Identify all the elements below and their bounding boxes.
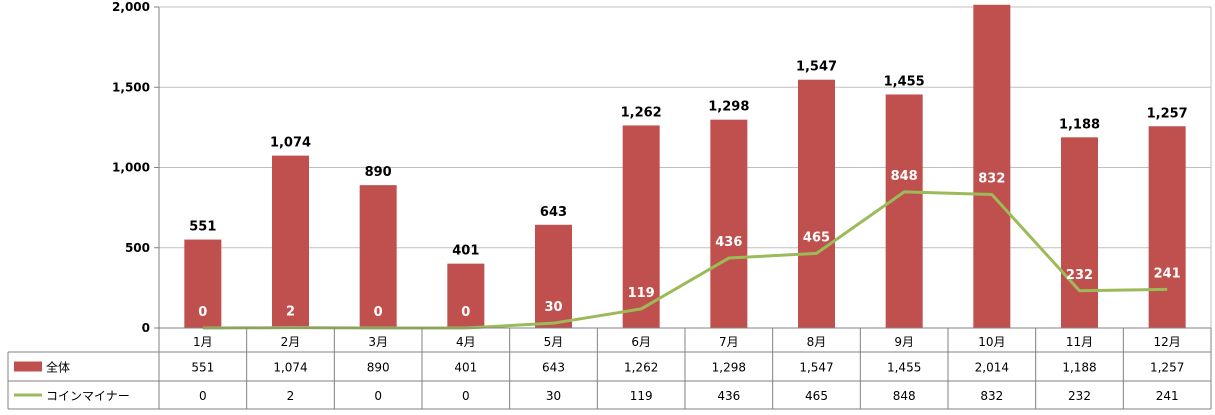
x-tick-label: 1月 xyxy=(193,335,213,349)
line-data-label: 232 xyxy=(1066,268,1093,283)
x-tick-label: 6月 xyxy=(631,335,651,349)
table-cell: 436 xyxy=(717,389,740,403)
bar-data-label: 643 xyxy=(540,205,567,220)
bar xyxy=(622,125,660,328)
bar xyxy=(885,94,923,328)
table-cell: 465 xyxy=(805,389,828,403)
line-data-label: 30 xyxy=(544,300,562,315)
y-tick-label: 1,000 xyxy=(112,161,150,175)
table-cell: 848 xyxy=(893,389,916,403)
bar-data-label: 1,257 xyxy=(1147,106,1188,121)
line-data-label: 832 xyxy=(978,171,1005,186)
line-data-label: 436 xyxy=(715,235,742,250)
table-cell: 241 xyxy=(1156,389,1179,403)
table-cell: 1,298 xyxy=(712,361,746,375)
bar xyxy=(272,155,309,328)
bar-data-label: 1,074 xyxy=(270,136,311,151)
bar-data-label: 1,547 xyxy=(796,60,837,75)
table-cell: 0 xyxy=(374,389,382,403)
table-cell: 2,014 xyxy=(975,361,1009,375)
legend-label: 全体 xyxy=(46,360,70,375)
bar-data-label: 1,188 xyxy=(1059,117,1100,132)
x-tick-label: 3月 xyxy=(368,335,388,349)
table-cell: 1,262 xyxy=(624,361,658,375)
x-tick-label: 7月 xyxy=(719,335,739,349)
x-tick-label: 10月 xyxy=(978,335,1005,349)
line-data-label: 241 xyxy=(1154,266,1181,281)
x-tick-label: 5月 xyxy=(544,335,564,349)
table-cell: 1,455 xyxy=(887,361,921,375)
table-cell: 832 xyxy=(980,389,1003,403)
y-tick-label: 1,500 xyxy=(112,80,150,94)
table-cell: 1,257 xyxy=(1150,361,1184,375)
bar xyxy=(973,4,1011,329)
legend-swatch-bar xyxy=(14,361,42,372)
bar xyxy=(798,79,835,328)
line-data-label: 0 xyxy=(374,305,383,320)
x-tick-label: 8月 xyxy=(807,335,827,349)
line-data-label: 465 xyxy=(803,230,830,245)
x-tick-label: 9月 xyxy=(894,335,914,349)
bar-data-label: 1,262 xyxy=(621,105,662,120)
table-cell: 30 xyxy=(546,389,561,403)
bar-data-label: 1,298 xyxy=(708,100,749,115)
x-tick-label: 2月 xyxy=(281,335,301,349)
y-axis: 0 500 1,000 1,500 2,000 xyxy=(112,0,159,335)
table-cell: 643 xyxy=(542,361,565,375)
bar xyxy=(1061,137,1098,328)
line-data-label: 119 xyxy=(628,286,655,301)
data-labels: 5511,0748904016431,2621,2981,5471,4552,0… xyxy=(189,60,1188,320)
table-cell: 0 xyxy=(199,389,207,403)
line-data-label: 0 xyxy=(198,305,207,320)
table-cell: 2 xyxy=(287,389,295,403)
bar xyxy=(184,239,222,328)
bar xyxy=(535,224,572,328)
table-cell: 1,547 xyxy=(799,361,833,375)
legend-label: コインマイナー xyxy=(46,389,130,403)
table-cell: 119 xyxy=(630,389,653,403)
x-tick-label: 11月 xyxy=(1066,335,1093,349)
y-tick-label: 500 xyxy=(125,241,150,255)
x-tick-label: 4月 xyxy=(456,335,476,349)
line-data-label: 2 xyxy=(286,305,295,320)
x-tick-label: 12月 xyxy=(1154,335,1181,349)
bar xyxy=(447,263,485,328)
line-data-label: 848 xyxy=(891,169,918,184)
table-cell: 890 xyxy=(367,361,390,375)
bar-data-label: 890 xyxy=(365,165,392,180)
y-tick-label: 2,000 xyxy=(112,0,150,14)
line-path xyxy=(202,190,1168,330)
table-cell: 1,074 xyxy=(273,361,307,375)
bar xyxy=(359,185,397,328)
table-cell: 232 xyxy=(1068,389,1091,403)
table-cell: 0 xyxy=(462,389,470,403)
y-tick-label: 0 xyxy=(142,321,150,335)
bar-data-label: 401 xyxy=(452,244,479,259)
table-cell: 401 xyxy=(454,361,477,375)
bar-series xyxy=(184,4,1186,329)
table-cell: 1,188 xyxy=(1062,361,1096,375)
bar xyxy=(1148,126,1186,329)
line-series xyxy=(202,190,1168,330)
bar-data-label: 1,455 xyxy=(884,74,925,89)
gridlines xyxy=(158,6,1212,328)
bar-data-label: 551 xyxy=(189,220,216,235)
line-data-label: 0 xyxy=(461,305,470,320)
bar xyxy=(710,119,748,329)
table-cell: 551 xyxy=(191,361,214,375)
